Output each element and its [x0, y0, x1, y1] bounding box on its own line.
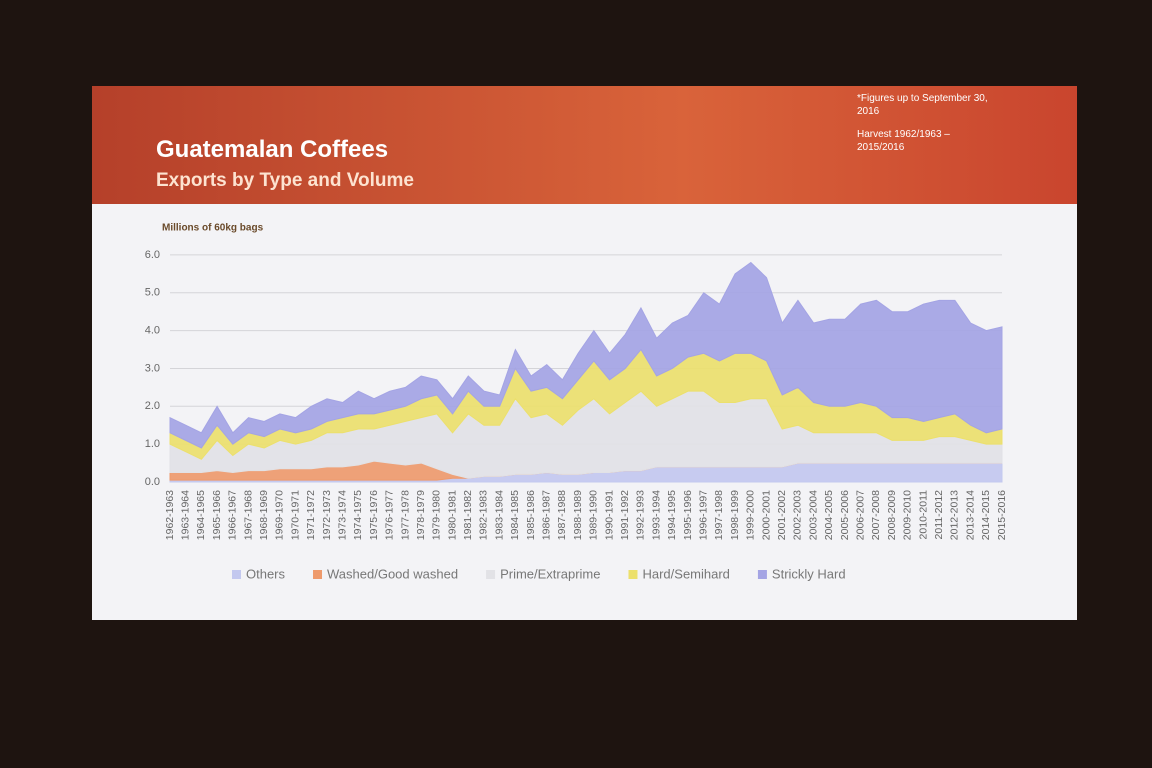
x-tick-label: 2000-2001 [760, 490, 772, 540]
x-tick-label: 1985-1986 [525, 490, 537, 540]
x-tick-label: 1988-1989 [572, 490, 584, 540]
slide: Guatemalan Coffees Exports by Type and V… [92, 86, 1077, 620]
x-tick-label: 1997-1998 [713, 490, 725, 540]
x-tick-label: 2009-2010 [902, 490, 914, 540]
y-tick-label: 6.0 [145, 249, 160, 261]
legend-label: Washed/Good washed [327, 566, 458, 581]
legend-label: Hard/Semihard [642, 566, 729, 581]
x-tick-label: 2011-2012 [933, 490, 945, 540]
x-tick-label: 1987-1988 [556, 490, 568, 540]
x-tick-label: 1996-1997 [698, 490, 710, 540]
legend-label: Others [246, 566, 286, 581]
legend-label: Strickly Hard [772, 566, 846, 581]
legend-swatch [628, 570, 638, 579]
x-tick-label: 1993-1994 [650, 490, 662, 540]
y-tick-label: 2.0 [145, 400, 160, 412]
y-tick-label: 5.0 [145, 287, 160, 299]
x-tick-label: 2013-2014 [964, 490, 976, 540]
legend-swatch [486, 570, 496, 579]
x-tick-label: 1966-1967 [227, 490, 239, 540]
y-tick-label: 3.0 [145, 362, 160, 374]
x-tick-label: 1977-1978 [399, 490, 411, 540]
x-tick-label: 1963-1964 [179, 490, 191, 540]
x-tick-label: 1982-1983 [478, 490, 490, 540]
y-tick-label: 0.0 [145, 476, 160, 488]
x-tick-label: 2015-2016 [996, 490, 1008, 540]
x-tick-label: 1981-1982 [462, 490, 474, 540]
x-tick-label: 2008-2009 [886, 490, 898, 540]
chart-subtitle: Exports by Type and Volume [156, 170, 414, 191]
x-tick-label: 1999-2000 [745, 490, 757, 540]
x-tick-label: 1979-1980 [431, 490, 443, 540]
x-tick-label: 1991-1992 [619, 490, 631, 540]
x-tick-label: 1971-1972 [305, 490, 317, 540]
x-tick-label: 1986-1987 [541, 490, 553, 540]
x-tick-label: 2003-2004 [807, 490, 819, 540]
legend-swatch [757, 570, 767, 579]
x-tick-label: 1973-1974 [336, 490, 348, 540]
x-tick-label: 1995-1996 [682, 490, 694, 540]
x-tick-label: 1967-1968 [242, 490, 254, 540]
x-tick-label: 2014-2015 [980, 490, 992, 540]
x-tick-label: 2002-2003 [792, 490, 804, 540]
y-tick-label: 4.0 [145, 325, 160, 337]
slide-header [92, 86, 1077, 204]
x-tick-label: 1994-1995 [666, 490, 678, 540]
note: Harvest 1962/1963 – 2015/2016 [857, 129, 950, 153]
x-tick-label: 1989-1990 [588, 490, 600, 540]
chart-title: Guatemalan Coffees [156, 136, 389, 163]
x-tick-label: 2007-2008 [870, 490, 882, 540]
x-tick-label: 1990-1991 [603, 490, 615, 540]
area [169, 261, 1003, 449]
x-tick-label: 1976-1977 [384, 490, 396, 540]
x-tick-label: 1974-1975 [352, 490, 364, 540]
x-tick-label: 1978-1979 [415, 490, 427, 540]
x-tick-label: 2012-2013 [949, 490, 961, 540]
legend-label: Prime/Extraprime [500, 566, 600, 581]
x-tick-label: 1975-1976 [368, 490, 380, 540]
legend-swatch [313, 570, 323, 579]
x-tick-label: 2010-2011 [917, 490, 929, 540]
x-tick-label: 1984-1985 [509, 490, 521, 540]
legend-swatch [232, 570, 241, 579]
x-tick-label: 2006-2007 [854, 490, 866, 540]
x-tick-label: 1992-1993 [635, 490, 647, 540]
x-tick-label: 1962-1963 [164, 490, 176, 540]
x-tick-label: 1998-1999 [729, 490, 741, 540]
x-tick-label: 1983-1984 [493, 490, 505, 540]
x-tick-label: 1968-1969 [258, 490, 270, 540]
x-tick-label: 1969-1970 [274, 490, 286, 540]
x-tick-label: 1970-1971 [289, 490, 301, 540]
y-tick-label: 1.0 [145, 438, 160, 450]
x-tick-label: 2004-2005 [823, 490, 835, 540]
x-tick-label: 1972-1973 [321, 490, 333, 540]
x-tick-label: 1980-1981 [446, 490, 458, 540]
x-tick-label: 1964-1965 [195, 490, 207, 540]
x-tick-label: 2001-2002 [776, 490, 788, 540]
chart: Millions of 60kg bags 0.0 1.0 2.0 3.0 4.0 5.0… [145, 223, 1008, 582]
y-axis-label: Millions of 60kg bags [162, 223, 264, 234]
note: *Figures up to September 30, 2016 [857, 93, 988, 117]
x-tick-label: 1965-1966 [211, 490, 223, 540]
x-tick-label: 2005-2006 [839, 490, 851, 540]
